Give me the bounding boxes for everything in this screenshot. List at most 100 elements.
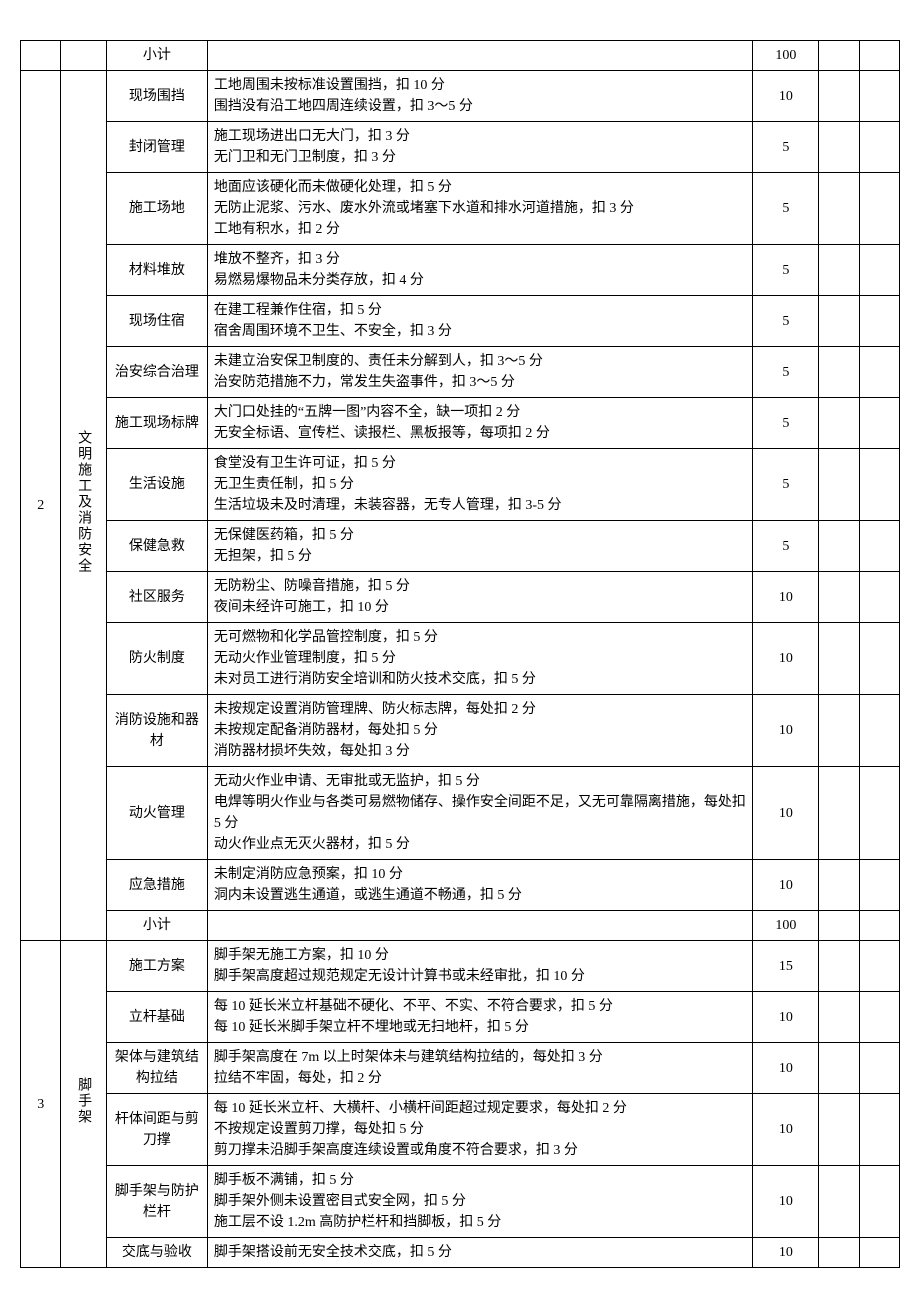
desc-text: 未制定消防应急预案，扣 10 分 洞内未设置逃生通道，或逃生通道不畅通，扣 5 … bbox=[214, 867, 522, 903]
item-text: 现场住宿 bbox=[129, 314, 185, 329]
blank-cell bbox=[819, 992, 859, 1043]
score-text: 10 bbox=[779, 723, 793, 738]
scoring-table: 小计1002文明施工及消防安全现场围挡工地周围未按标准设置围挡，扣 10 分 围… bbox=[20, 40, 900, 1268]
blank-cell bbox=[819, 623, 859, 695]
item-text: 应急措施 bbox=[129, 878, 185, 893]
desc-cell: 脚手架搭设前无安全技术交底，扣 5 分 bbox=[207, 1238, 753, 1268]
desc-text: 每 10 延长米立杆基础不硬化、不平、不实、不符合要求，扣 5 分 每 10 延… bbox=[214, 999, 613, 1035]
blank-cell bbox=[859, 296, 899, 347]
table-row: 架体与建筑结构拉结脚手架高度在 7m 以上时架体未与建筑结构拉结的，每处扣 3 … bbox=[21, 1043, 900, 1094]
blank-cell bbox=[819, 1094, 859, 1166]
desc-text: 堆放不整齐，扣 3 分 易燃易爆物品未分类存放，扣 4 分 bbox=[214, 252, 424, 288]
score-text: 5 bbox=[782, 201, 789, 216]
score-cell: 100 bbox=[753, 41, 819, 71]
blank-cell bbox=[859, 911, 899, 941]
table-row: 杆体间距与剪刀撑每 10 延长米立杆、大横杆、小横杆间距超过规定要求，每处扣 2… bbox=[21, 1094, 900, 1166]
score-cell: 10 bbox=[753, 1094, 819, 1166]
item-cell: 社区服务 bbox=[106, 572, 207, 623]
score-text: 10 bbox=[779, 806, 793, 821]
blank-cell bbox=[819, 1043, 859, 1094]
desc-text: 脚手架无施工方案，扣 10 分 脚手架高度超过规范规定无设计计算书或未经审批，扣… bbox=[214, 948, 585, 984]
desc-text: 食堂没有卫生许可证，扣 5 分 无卫生责任制，扣 5 分 生活垃圾未及时清理，未… bbox=[214, 456, 562, 513]
item-text: 立杆基础 bbox=[129, 1010, 185, 1025]
score-cell: 5 bbox=[753, 521, 819, 572]
score-text: 5 bbox=[782, 263, 789, 278]
desc-text: 地面应该硬化而未做硬化处理，扣 5 分 无防止泥浆、污水、废水外流或堵塞下水道和… bbox=[214, 180, 634, 237]
item-cell: 现场围挡 bbox=[106, 71, 207, 122]
item-text: 现场围挡 bbox=[129, 89, 185, 104]
item-cell: 立杆基础 bbox=[106, 992, 207, 1043]
blank-cell bbox=[859, 41, 899, 71]
blank-cell bbox=[819, 71, 859, 122]
score-cell: 10 bbox=[753, 1043, 819, 1094]
score-cell: 10 bbox=[753, 71, 819, 122]
item-cell: 消防设施和器材 bbox=[106, 695, 207, 767]
item-text: 小计 bbox=[143, 48, 171, 63]
blank-cell bbox=[819, 398, 859, 449]
table-row: 封闭管理施工现场进出口无大门，扣 3 分 无门卫和无门卫制度，扣 3 分5 bbox=[21, 122, 900, 173]
blank-cell bbox=[819, 449, 859, 521]
table-row: 材料堆放 堆放不整齐，扣 3 分 易燃易爆物品未分类存放，扣 4 分 5 bbox=[21, 245, 900, 296]
blank-cell bbox=[819, 572, 859, 623]
desc-text: 脚手板不满铺，扣 5 分 脚手架外侧未设置密目式安全网，扣 5 分 施工层不设 … bbox=[214, 1173, 501, 1230]
desc-cell: 脚手架高度在 7m 以上时架体未与建筑结构拉结的，每处扣 3 分 拉结不牢固，每… bbox=[207, 1043, 753, 1094]
blank-cell bbox=[859, 245, 899, 296]
score-text: 5 bbox=[782, 365, 789, 380]
desc-text: 未按规定设置消防管理牌、防火标志牌，每处扣 2 分 未按规定配备消防器材，每处扣… bbox=[214, 702, 536, 759]
item-text: 施工场地 bbox=[129, 201, 185, 216]
blank-cell bbox=[859, 860, 899, 911]
item-cell: 应急措施 bbox=[106, 860, 207, 911]
score-text: 10 bbox=[779, 651, 793, 666]
desc-text: 无动火作业申请、无审批或无监护，扣 5 分 电焊等明火作业与各类可易燃物储存、操… bbox=[214, 774, 746, 852]
item-cell: 架体与建筑结构拉结 bbox=[106, 1043, 207, 1094]
item-cell: 施工场地 bbox=[106, 173, 207, 245]
item-cell: 治安综合治理 bbox=[106, 347, 207, 398]
desc-cell: 在建工程兼作住宿，扣 5 分 宿舍周围环境不卫生、不安全，扣 3 分 bbox=[207, 296, 753, 347]
score-cell: 100 bbox=[753, 911, 819, 941]
blank-cell bbox=[859, 941, 899, 992]
item-cell: 生活设施 bbox=[106, 449, 207, 521]
desc-text: 大门口处挂的“五牌一图”内容不全，缺一项扣 2 分 无安全标语、宣传栏、读报栏、… bbox=[214, 405, 550, 441]
item-text: 施工方案 bbox=[129, 959, 185, 974]
item-text: 材料堆放 bbox=[129, 263, 185, 278]
score-text: 10 bbox=[779, 1122, 793, 1137]
blank-cell bbox=[819, 173, 859, 245]
table-row: 应急措施 未制定消防应急预案，扣 10 分 洞内未设置逃生通道，或逃生通道不畅通，… bbox=[21, 860, 900, 911]
score-text: 5 bbox=[782, 539, 789, 554]
blank-cell bbox=[819, 767, 859, 860]
desc-cell: 未按规定设置消防管理牌、防火标志牌，每处扣 2 分 未按规定配备消防器材，每处扣… bbox=[207, 695, 753, 767]
item-text: 消防设施和器材 bbox=[115, 713, 199, 749]
blank-cell bbox=[819, 1166, 859, 1238]
score-text: 5 bbox=[782, 140, 789, 155]
item-text: 动火管理 bbox=[129, 806, 185, 821]
blank-cell bbox=[819, 911, 859, 941]
blank-cell bbox=[819, 1238, 859, 1268]
desc-text: 在建工程兼作住宿，扣 5 分 宿舍周围环境不卫生、不安全，扣 3 分 bbox=[214, 303, 452, 339]
item-text: 施工现场标牌 bbox=[115, 416, 199, 431]
desc-cell: 施工现场进出口无大门，扣 3 分 无门卫和无门卫制度，扣 3 分 bbox=[207, 122, 753, 173]
desc-text: 无保健医药箱，扣 5 分 无担架，扣 5 分 bbox=[214, 528, 354, 564]
item-cell: 材料堆放 bbox=[106, 245, 207, 296]
blank-cell bbox=[819, 245, 859, 296]
desc-text: 无防粉尘、防噪音措施，扣 5 分 夜间未经许可施工，扣 10 分 bbox=[214, 579, 410, 615]
category-cell: 文明施工及消防安全 bbox=[61, 71, 106, 941]
table-row: 小计 100 bbox=[21, 41, 900, 71]
blank-cell bbox=[859, 521, 899, 572]
score-text: 100 bbox=[775, 918, 796, 933]
item-text: 防火制度 bbox=[129, 651, 185, 666]
blank-cell bbox=[859, 173, 899, 245]
item-cell: 交底与验收 bbox=[106, 1238, 207, 1268]
score-text: 100 bbox=[775, 48, 796, 63]
score-cell: 5 bbox=[753, 122, 819, 173]
desc-cell: 大门口处挂的“五牌一图”内容不全，缺一项扣 2 分 无安全标语、宣传栏、读报栏、… bbox=[207, 398, 753, 449]
table-row: 交底与验收脚手架搭设前无安全技术交底，扣 5 分10 bbox=[21, 1238, 900, 1268]
score-cell: 5 bbox=[753, 173, 819, 245]
score-cell: 10 bbox=[753, 572, 819, 623]
score-text: 10 bbox=[779, 1194, 793, 1209]
blank-cell bbox=[859, 398, 899, 449]
item-cell: 小计 bbox=[106, 41, 207, 71]
table-row: 动火管理 无动火作业申请、无审批或无监护，扣 5 分 电焊等明火作业与各类可易燃物… bbox=[21, 767, 900, 860]
desc-text: 工地周围未按标准设置围挡，扣 10 分 围挡没有沿工地四周连续设置，扣 3～5 … bbox=[214, 78, 473, 114]
score-cell: 5 bbox=[753, 347, 819, 398]
category-text: 脚手架 bbox=[73, 1077, 94, 1125]
